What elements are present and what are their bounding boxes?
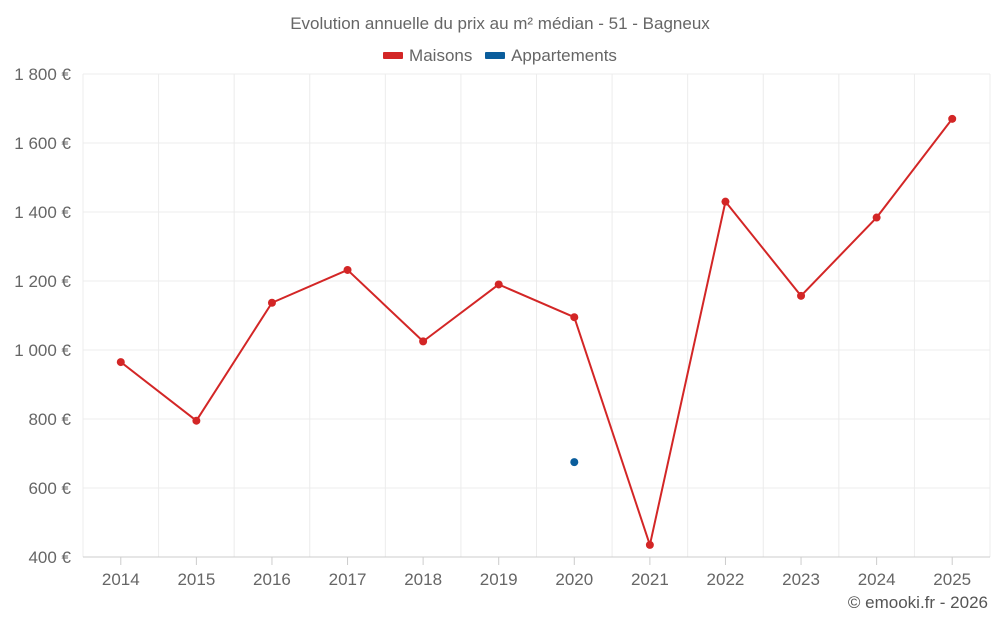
chart-title: Evolution annuelle du prix au m² médian … <box>290 14 710 33</box>
data-point-appartements-2020 <box>570 458 579 467</box>
data-point-maisons-2022 <box>721 197 730 206</box>
legend-label-appartements: Appartements <box>511 45 617 65</box>
data-point-maisons-2016 <box>267 298 276 307</box>
data-point-maisons-2014 <box>116 358 125 367</box>
data-point-maisons-2024 <box>872 213 881 222</box>
data-point-maisons-2023 <box>797 291 806 300</box>
credit-text: © emooki.fr - 2026 <box>847 593 988 612</box>
legend-item-appartements[interactable]: Appartements <box>485 46 617 66</box>
y-tick-label: 400 € <box>28 548 71 567</box>
x-tick-label: 2023 <box>782 570 820 589</box>
legend-item-maisons[interactable]: Maisons <box>383 46 472 66</box>
x-tick-label: 2021 <box>631 570 669 589</box>
y-tick-label: 600 € <box>28 479 71 498</box>
x-tick-label: 2025 <box>933 570 971 589</box>
data-point-maisons-2017 <box>343 265 352 274</box>
x-tick-label: 2024 <box>858 570 896 589</box>
data-point-maisons-2019 <box>494 280 503 289</box>
x-tick-label: 2022 <box>707 570 745 589</box>
series-line-maisons <box>120 118 954 546</box>
data-point-maisons-2018 <box>419 337 428 346</box>
y-tick-label: 1 600 € <box>14 134 71 153</box>
y-tick-label: 1 200 € <box>14 272 71 291</box>
chart-legend: Maisons Appartements <box>0 44 1000 66</box>
data-point-maisons-2021 <box>645 540 654 549</box>
y-tick-label: 1 800 € <box>14 65 71 84</box>
data-point-maisons-2020 <box>570 313 579 322</box>
legend-swatch-maisons <box>383 52 404 59</box>
x-tick-label: 2019 <box>480 570 518 589</box>
x-tick-label: 2017 <box>329 570 367 589</box>
y-tick-label: 800 € <box>28 410 71 429</box>
legend-label-maisons: Maisons <box>409 45 473 65</box>
x-tick-label: 2016 <box>253 570 291 589</box>
legend-swatch-appartements <box>485 52 506 59</box>
data-point-maisons-2015 <box>192 416 201 425</box>
x-tick-label: 2018 <box>404 570 442 589</box>
x-tick-label: 2020 <box>555 570 593 589</box>
y-tick-label: 1 000 € <box>14 341 71 360</box>
y-tick-label: 1 400 € <box>14 203 71 222</box>
x-tick-label: 2015 <box>177 570 215 589</box>
x-tick-label: 2014 <box>102 570 140 589</box>
data-point-maisons-2025 <box>948 114 957 123</box>
